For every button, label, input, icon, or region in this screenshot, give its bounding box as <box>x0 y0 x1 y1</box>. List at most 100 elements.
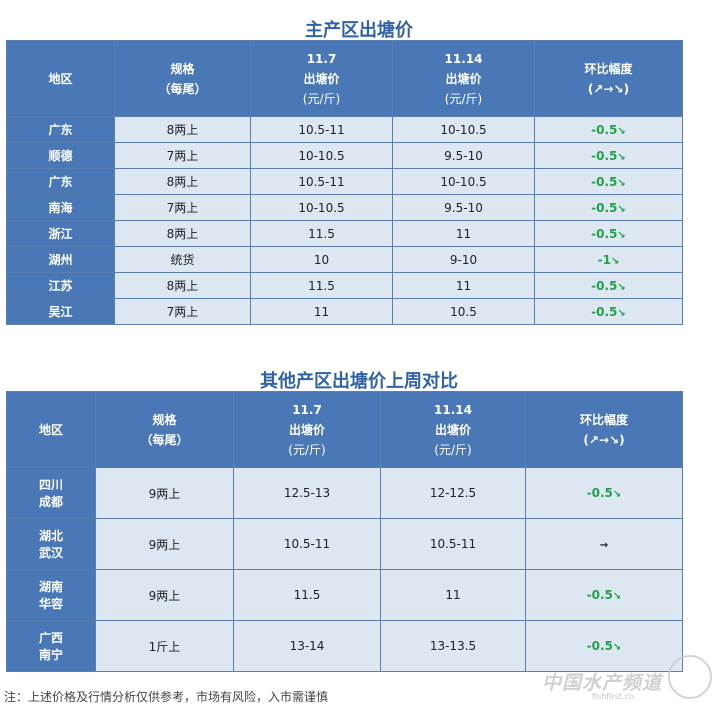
spec-cell: 统货 <box>114 246 251 273</box>
region-cell: 江苏 <box>6 272 115 299</box>
header-date2-unit: (元/斤) <box>444 91 483 106</box>
region-province: 四川 <box>38 478 63 492</box>
header-date1: 11.7 出塘价 (元/斤) <box>233 391 381 468</box>
change-value: -0.5 <box>586 486 613 500</box>
table-row: 吴江 7两上 11 10.5 -0.5↘ <box>6 298 683 325</box>
spec-cell: 7两上 <box>114 194 251 221</box>
header-spec: 规格 （每尾） <box>95 391 234 468</box>
table-row: 四川 成都 9两上 12.5-13 12-12.5 -0.5↘ <box>6 467 683 519</box>
region-city: 成都 <box>38 495 63 509</box>
arrow-down-icon: ↘ <box>617 229 626 241</box>
table1-header-row: 地区 规格 （每尾） 11.7 出塘价 (元/斤) 11.14 出塘价 (元/斤… <box>6 40 683 117</box>
price1-cell: 11 <box>250 298 393 325</box>
change-cell: -0.5↘ <box>534 116 683 143</box>
header-date2-date: 11.14 <box>434 402 472 417</box>
spec-cell: 7两上 <box>114 298 251 325</box>
header-change-sub: (↗→↘) <box>587 81 630 96</box>
disclaimer-note: 注：上述价格及行情分析仅供参考，市场有风险，入市需谨慎 <box>4 690 329 704</box>
table1-title: 主产区出塘价 <box>305 20 413 41</box>
price1-cell: 10 <box>250 246 393 273</box>
table-row: 广东 8两上 10.5-11 10-10.5 -0.5↘ <box>6 168 683 195</box>
header-spec-label: 规格 <box>170 61 195 76</box>
header-change: 环比幅度 (↗→↘) <box>534 40 683 117</box>
watermark-logo: 中国水产频道 <box>542 672 663 694</box>
header-date2-unit: (元/斤) <box>434 442 472 457</box>
price1-cell: 10.5-11 <box>233 518 381 570</box>
table-row: 湖南 华容 9两上 11.5 11 -0.5↘ <box>6 569 683 621</box>
header-change-sub: (↗→↘) <box>583 432 625 447</box>
price2-cell: 10-10.5 <box>392 168 535 195</box>
price1-cell: 13-14 <box>233 620 381 672</box>
table-row: 南海 7两上 10-10.5 9.5-10 -0.5↘ <box>6 194 683 221</box>
price2-cell: 10.5-11 <box>380 518 526 570</box>
change-value: -0.5 <box>591 200 618 215</box>
header-change: 环比幅度 (↗→↘) <box>525 391 683 468</box>
change-cell: -0.5↘ <box>525 569 683 621</box>
header-region: 地区 <box>6 391 96 468</box>
header-spec-sub: （每尾） <box>140 432 189 447</box>
region-city: 南宁 <box>38 648 63 662</box>
arrow-down-icon: ↘ <box>612 489 622 500</box>
header-date1-date: 11.7 <box>306 51 337 66</box>
price1-cell: 11.5 <box>250 272 393 299</box>
region-cell: 浙江 <box>6 220 115 247</box>
watermark-globe-icon <box>668 655 712 699</box>
arrow-down-icon: ↘ <box>612 591 622 602</box>
header-date1: 11.7 出塘价 (元/斤) <box>250 40 393 117</box>
table2-header-row: 地区 规格 （每尾） 11.7 出塘价 (元/斤) 11.14 出塘价 (元/斤… <box>6 391 683 468</box>
price1-cell: 11.5 <box>250 220 393 247</box>
header-date2-date: 11.14 <box>444 51 483 66</box>
change-cell: -0.5↘ <box>534 194 683 221</box>
price2-cell: 11 <box>392 272 535 299</box>
region-city: 华容 <box>38 597 63 611</box>
main-region-price-table: 地区 规格 （每尾） 11.7 出塘价 (元/斤) 11.14 出塘价 (元/斤… <box>6 40 683 325</box>
arrow-down-icon: ↘ <box>617 307 626 319</box>
spec-cell: 9两上 <box>95 467 234 519</box>
header-spec-label: 规格 <box>152 412 177 427</box>
change-cell: -0.5↘ <box>534 220 683 247</box>
change-value: -0.5 <box>591 148 618 163</box>
header-date1-unit: (元/斤) <box>288 442 326 457</box>
spec-cell: 9两上 <box>95 569 234 621</box>
region-cell: 广东 <box>6 168 115 195</box>
change-value: -0.5 <box>591 174 618 189</box>
spec-cell: 8两上 <box>114 220 251 247</box>
header-date1-unit: (元/斤) <box>302 91 341 106</box>
region-cell: 湖北 武汉 <box>6 518 96 570</box>
region-cell: 四川 成都 <box>6 467 96 519</box>
arrow-down-icon: ↘ <box>610 255 620 267</box>
header-date1-label: 出塘价 <box>288 422 325 437</box>
table-row: 湖北 武汉 9两上 10.5-11 10.5-11 → <box>6 518 683 570</box>
price2-cell: 13-13.5 <box>380 620 526 672</box>
change-value: -0.5 <box>591 226 618 241</box>
header-date2-label: 出塘价 <box>445 71 482 86</box>
price2-cell: 10-10.5 <box>392 116 535 143</box>
region-cell: 南海 <box>6 194 115 221</box>
table-row: 顺德 7两上 10-10.5 9.5-10 -0.5↘ <box>6 142 683 169</box>
price2-cell: 9-10 <box>392 246 535 273</box>
region-cell: 广西 南宁 <box>6 620 96 672</box>
region-province: 湖北 <box>38 529 63 543</box>
arrow-right-icon: → <box>599 540 609 551</box>
change-cell: -0.5↘ <box>534 272 683 299</box>
change-value: -1 <box>597 252 611 267</box>
header-date2-label: 出塘价 <box>434 422 471 437</box>
region-city: 武汉 <box>38 546 63 560</box>
price2-cell: 10.5 <box>392 298 535 325</box>
price2-cell: 11 <box>380 569 526 621</box>
change-cell: -0.5↘ <box>534 298 683 325</box>
header-spec-sub: （每尾） <box>158 81 207 96</box>
change-cell: -0.5↘ <box>534 168 683 195</box>
spec-cell: 7两上 <box>114 142 251 169</box>
watermark-url: fishfirst.cn <box>592 692 634 701</box>
header-date1-date: 11.7 <box>292 402 322 417</box>
change-cell: -0.5↘ <box>534 142 683 169</box>
table-row: 广西 南宁 1斤上 13-14 13-13.5 -0.5↘ <box>6 620 683 672</box>
header-spec: 规格 （每尾） <box>114 40 251 117</box>
region-province: 湖南 <box>38 580 63 594</box>
change-cell: -0.5↘ <box>525 620 683 672</box>
table-row: 湖州 统货 10 9-10 -1↘ <box>6 246 683 273</box>
other-region-price-table: 地区 规格 （每尾） 11.7 出塘价 (元/斤) 11.14 出塘价 (元/斤… <box>6 391 683 672</box>
price2-cell: 11 <box>392 220 535 247</box>
price2-cell: 9.5-10 <box>392 194 535 221</box>
